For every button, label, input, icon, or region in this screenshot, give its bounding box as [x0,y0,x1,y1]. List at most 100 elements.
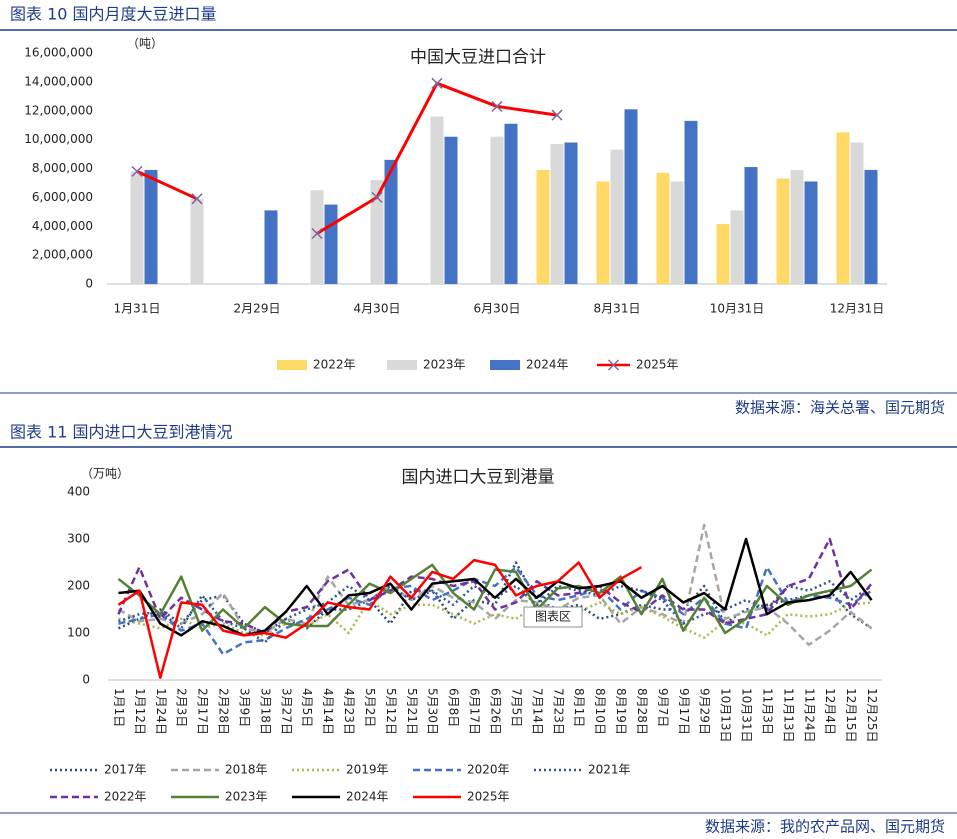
legend-marker [607,359,620,371]
x-tick-label: 12月4日 [823,688,837,735]
x-tick-label: 8月19日 [614,688,628,735]
x-tick-label: 2月28日 [217,688,231,735]
bar [430,116,444,285]
bar [684,120,698,284]
x-tick-label: 9月17日 [677,688,691,735]
x-tick-label: 1月31日 [114,302,161,316]
bar [370,180,384,284]
bar [716,224,730,284]
x-tick-label: 11月13日 [781,688,795,743]
x-tick-label: 3月18日 [258,688,272,735]
x-tick-label: 11月24日 [802,688,816,743]
point-marker [191,193,203,205]
source: 数据来源：海关总署、国元期货 [735,399,945,417]
y-tick-label: 6,000,000 [32,190,93,204]
bar [504,123,518,285]
series-line [117,537,873,635]
bar [670,181,684,284]
x-tick-label: 7月14日 [530,688,544,735]
point-marker [131,165,143,177]
x-tick-label: 2月17日 [196,688,210,735]
bar [310,190,324,284]
legend-label: 2025年 [636,358,679,372]
legend-label: 2023年 [225,790,268,804]
point-marker [371,191,383,203]
x-tick-label: 1月24日 [154,688,168,735]
legend-label: 2024年 [346,790,389,804]
x-tick-label: 3月27日 [279,688,293,735]
x-tick-label: 5月2日 [363,688,377,727]
bar [596,181,610,284]
y-axis-unit: （吨） [127,37,163,51]
y-tick-label: 400 [67,485,90,499]
x-tick-label: 6月26日 [489,688,503,735]
bar [550,143,564,284]
bar [144,169,158,284]
chart-title: 国内进口大豆到港量 [402,468,555,488]
bar [624,109,638,285]
point-marker [311,227,323,239]
x-tick-label: 10月13日 [719,688,733,743]
x-tick-label: 9月29日 [698,688,712,735]
x-tick-label: 12月31日 [830,302,885,316]
x-tick-label: 4月5日 [300,688,314,727]
x-tick-label: 1月1日 [112,688,126,727]
y-tick-label: 10,000,000 [24,132,93,146]
x-tick-label: 10月31日 [740,688,754,743]
x-tick-label: 8月31日 [594,302,641,316]
legend-swatch [490,360,520,370]
bar [864,169,878,284]
x-tick-label: 8月1日 [572,688,586,727]
legend-label: 2025年 [467,790,510,804]
bar [836,132,850,284]
x-tick-label: 11月3日 [760,688,774,735]
x-tick-label: 6月8日 [447,688,461,727]
x-tick-label: 5月12日 [384,688,398,735]
bar [730,210,744,284]
series-line [136,170,198,201]
y-tick-label: 0 [82,673,90,687]
x-tick-label: 10月31日 [710,302,765,316]
bar [324,204,338,284]
x-tick-label: 7月5日 [509,688,523,727]
bar [444,136,458,284]
point-marker [551,109,563,121]
point-marker [431,77,443,89]
bar [564,142,578,284]
x-tick-label: 12月25日 [865,688,879,743]
chart-title: 中国大豆进口合计 [410,48,546,68]
figure-caption: 图表 11 国内进口大豆到港情况 [10,423,233,442]
bar [804,181,818,284]
series-line [118,565,873,656]
bar [790,169,804,284]
bar [130,171,144,284]
bar [536,169,550,284]
x-tick-label: 3月9日 [237,688,251,727]
legend-label: 2018年 [225,763,268,777]
bar [776,178,790,284]
y-tick-label: 4,000,000 [32,219,93,233]
tooltip-box [523,606,583,628]
bar [656,172,670,284]
legend-label: 2022年 [313,358,356,372]
bar [264,210,278,284]
y-tick-label: 12,000,000 [24,103,93,117]
legend-label: 2019年 [346,763,389,777]
bar [190,198,204,284]
y-tick-label: 200 [67,579,90,593]
x-tick-label: 9月7日 [656,688,670,727]
series-line [117,558,643,679]
bar [744,167,758,284]
y-tick-label: 8,000,000 [32,161,93,175]
x-tick-label: 5月21日 [405,688,419,735]
y-tick-label: 16,000,000 [24,46,93,60]
x-tick-label: 8月28日 [635,688,649,735]
source: 数据来源：我的农产品网、国元期货 [705,818,945,836]
x-tick-label: 4月30日 [354,302,401,316]
x-tick-label: 7月23日 [551,688,565,735]
point-marker [491,100,503,112]
x-tick-label: 2月3日 [175,688,189,727]
tooltip-text: 图表区 [535,610,571,624]
figure-caption: 图表 10 国内月度大豆进口量 [10,5,217,24]
legend-label: 2024年 [526,358,569,372]
